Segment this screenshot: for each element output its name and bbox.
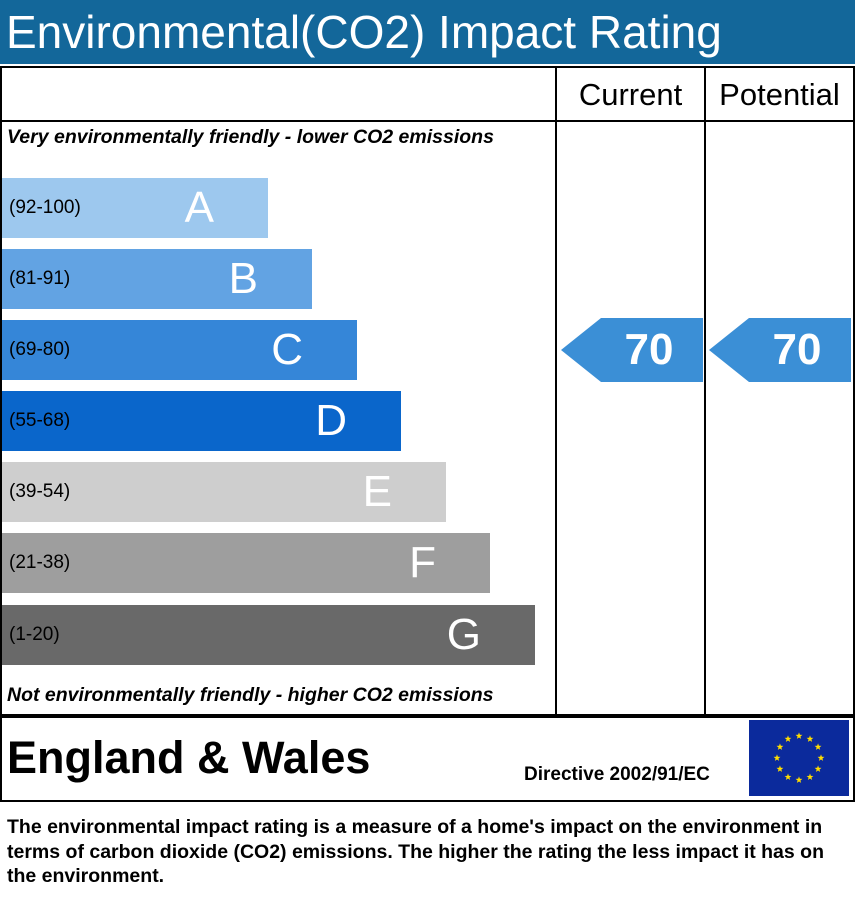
band-b: (81-91) B xyxy=(2,249,312,309)
eu-star-icon xyxy=(795,776,803,783)
eu-star-icon xyxy=(784,735,792,742)
band-range-label: (1-20) xyxy=(9,624,60,645)
current-column-header: Current xyxy=(578,77,683,112)
bottom-caption: Not environmentally friendly - higher CO… xyxy=(7,684,494,706)
potential-rating-value: 70 xyxy=(772,325,822,374)
eu-star-icon xyxy=(773,754,781,761)
eu-flag-icon xyxy=(749,720,849,796)
band-letter: B xyxy=(228,254,258,303)
chart-title: Environmental(CO2) Impact Rating xyxy=(6,6,722,58)
eu-star-icon xyxy=(817,754,825,761)
potential-arrow-shape xyxy=(709,318,851,382)
title-bar: Environmental(CO2) Impact Rating xyxy=(0,0,855,64)
directive-label: Directive 2002/91/EC xyxy=(524,764,710,785)
band-g: (1-20) G xyxy=(2,605,535,665)
potential-rating-arrow: 70 xyxy=(709,318,851,382)
rating-frame xyxy=(0,66,855,718)
band-d: (55-68) D xyxy=(2,391,401,451)
header-row-divider xyxy=(0,120,557,122)
band-range-label: (21-38) xyxy=(9,552,71,573)
current-column-divider xyxy=(555,66,557,716)
current-arrow-shape xyxy=(561,318,703,382)
eu-star-icon xyxy=(806,735,814,742)
eu-star-icon xyxy=(814,743,822,750)
top-caption: Very environmentally friendly - lower CO… xyxy=(7,126,494,148)
band-letter: A xyxy=(184,183,214,232)
description-text: The environmental impact rating is a mea… xyxy=(7,816,824,887)
potential-column-divider xyxy=(704,66,706,716)
current-rating-value: 70 xyxy=(624,325,674,374)
potential-column-header: Potential xyxy=(719,77,840,112)
band-range-label: (92-100) xyxy=(9,197,81,218)
eu-star-icon xyxy=(776,743,784,750)
band-letter: G xyxy=(446,610,481,659)
band-range-label: (55-68) xyxy=(9,410,71,431)
band-e: (39-54) E xyxy=(2,462,446,522)
eu-star-icon xyxy=(784,773,792,780)
band-range-label: (39-54) xyxy=(9,481,71,502)
footer-box xyxy=(0,714,855,802)
band-letter: F xyxy=(409,538,436,587)
band-letter: E xyxy=(362,467,392,516)
band-letter: C xyxy=(271,325,303,374)
band-range-label: (81-91) xyxy=(9,268,71,289)
band-letter: D xyxy=(315,396,347,445)
band-range-label: (69-80) xyxy=(9,339,71,360)
eu-star-icon xyxy=(814,765,822,772)
eu-star-icon xyxy=(806,773,814,780)
eu-star-icon xyxy=(795,732,803,739)
region-label: England & Wales xyxy=(7,732,371,783)
eu-star-icon xyxy=(776,765,784,772)
band-c: (69-80) C xyxy=(2,320,357,380)
band-a: (92-100) A xyxy=(2,178,268,238)
band-f: (21-38) F xyxy=(2,533,490,593)
current-rating-arrow: 70 xyxy=(561,318,703,382)
column-header-divider xyxy=(555,120,853,122)
